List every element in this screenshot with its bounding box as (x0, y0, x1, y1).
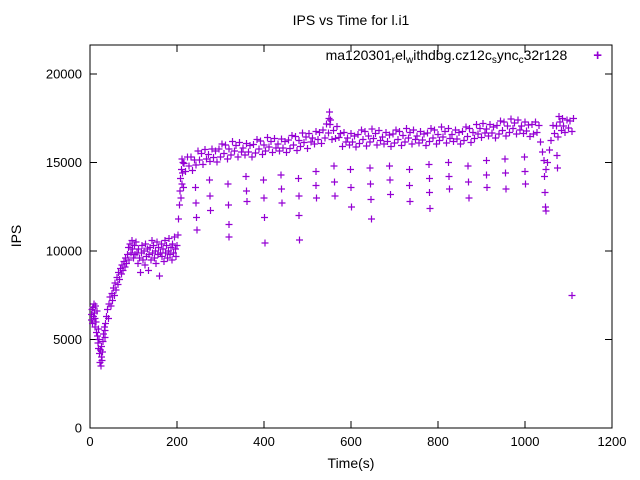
x-tick-label: 0 (86, 434, 93, 449)
x-tick-label: 200 (166, 434, 188, 449)
legend-label-segment: ithdbg.cz12c (413, 47, 492, 63)
x-tick-label: 1000 (511, 434, 540, 449)
legend-label-segment: ync (496, 47, 519, 63)
y-tick-label: 15000 (46, 155, 82, 170)
x-tick-label: 400 (253, 434, 275, 449)
tick-labels: 0 200 400 600 800 1000 1200 0 5000 10000 15000 2000… (46, 67, 627, 449)
legend-label-segment: s (491, 55, 497, 66)
axis-ticks (89, 45, 613, 429)
y-tick-label: 20000 (46, 67, 82, 82)
y-tick-label: 5000 (53, 332, 82, 347)
legend-label-segment: el (395, 47, 406, 63)
x-tick-label: 1200 (598, 434, 627, 449)
chart-title: IPS vs Time for l.i1 (292, 12, 410, 28)
legend-label-segment: w (406, 55, 414, 66)
legend-label-segment: c (518, 55, 524, 66)
x-tick-label: 600 (340, 434, 362, 449)
plus-marker-icon: + (593, 47, 602, 64)
legend: ma120301relwithdbg.cz12csyncc32r128 + (230, 47, 602, 66)
legend-label-segment: ma120301 (325, 47, 392, 63)
legend-label-segment: 32r128 (523, 47, 568, 63)
data-points (88, 108, 577, 370)
legend-label-segment: r (391, 55, 396, 66)
y-tick-label: 10000 (46, 244, 82, 259)
x-axis-label: Time(s) (327, 455, 375, 471)
plot-border (89, 44, 613, 429)
y-tick-label: 0 (75, 421, 82, 436)
x-tick-label: 800 (427, 434, 449, 449)
legend-series-label: ma120301relwithdbg.cz12csyncc32r128 (325, 47, 568, 66)
